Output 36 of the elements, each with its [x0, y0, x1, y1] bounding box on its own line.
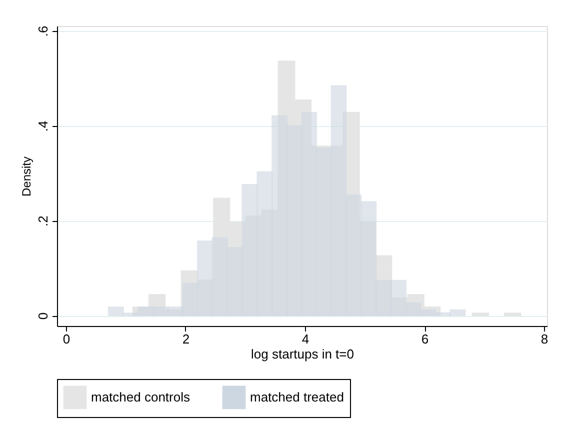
bar	[316, 147, 332, 316]
y-axis-title: Density	[20, 156, 34, 197]
bar	[212, 237, 228, 316]
bar	[360, 201, 377, 316]
y-tick-label: .2	[36, 216, 50, 227]
bar	[152, 306, 169, 316]
bar	[405, 302, 422, 316]
x-tick-label: 8	[540, 332, 548, 346]
bar	[226, 247, 243, 316]
y-tick-label: .4	[36, 120, 50, 132]
y-tick-label: 0	[36, 312, 50, 320]
x-tick-label: 2	[182, 332, 190, 346]
bar	[286, 125, 302, 316]
bar	[138, 306, 154, 316]
x-tick-label: 4	[302, 332, 310, 346]
bar	[376, 280, 392, 316]
x-tick-label: 0	[62, 332, 70, 346]
x-tick-label: 6	[421, 332, 429, 346]
bar	[301, 112, 317, 316]
bar	[272, 115, 288, 316]
bar	[108, 306, 124, 316]
bar	[168, 306, 184, 316]
bar	[197, 240, 213, 316]
legend-label: matched controls	[91, 389, 190, 404]
bar	[420, 309, 436, 316]
bar	[434, 312, 451, 316]
bar	[182, 282, 198, 316]
x-axis-title: log startups in t=0	[251, 346, 354, 362]
bar	[242, 184, 258, 316]
bar	[346, 194, 362, 316]
bar	[330, 85, 347, 316]
bar	[390, 280, 406, 316]
bar	[450, 309, 466, 316]
y-tick-label: .6	[36, 26, 50, 37]
legend-label: matched treated	[250, 389, 344, 404]
bar	[256, 171, 273, 316]
